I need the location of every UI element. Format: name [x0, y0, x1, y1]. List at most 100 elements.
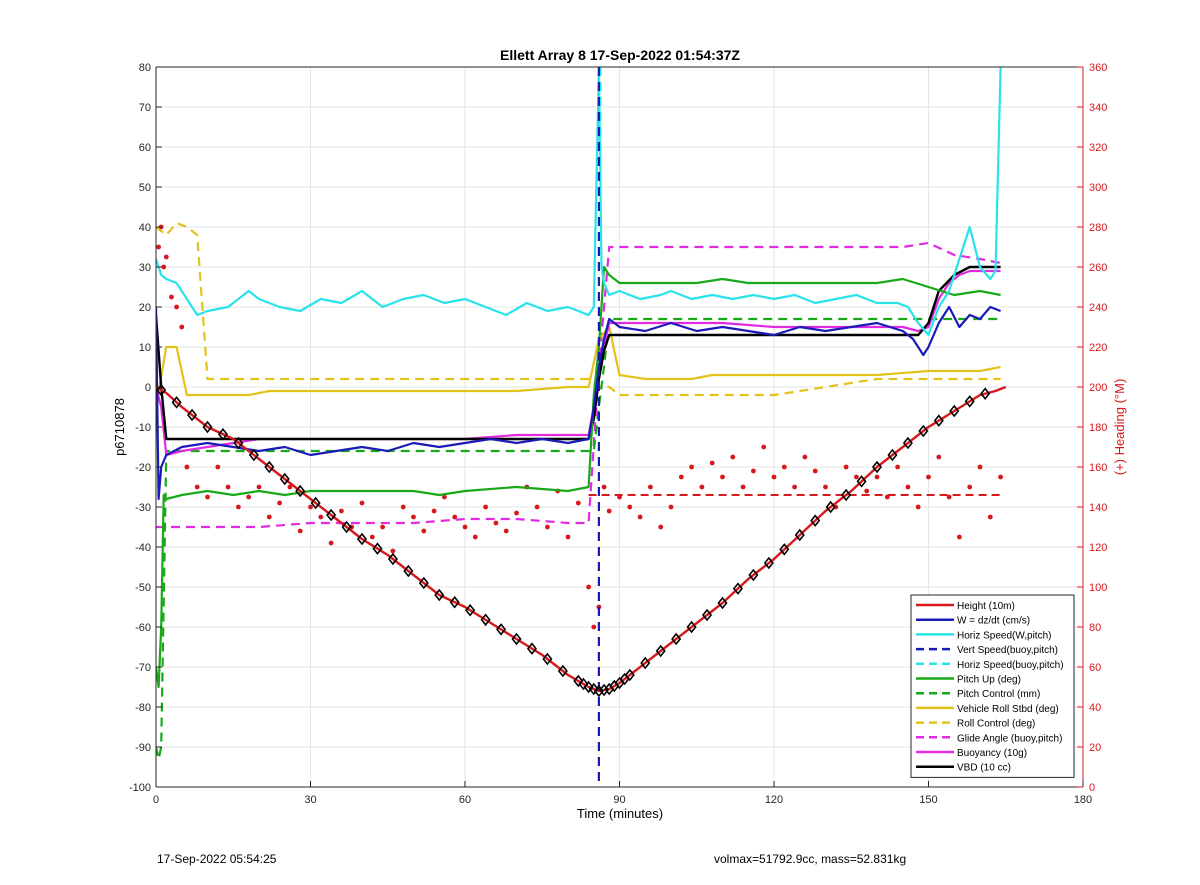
legend-label: Pitch Control (mm): [957, 689, 1040, 700]
series-line-8: [156, 221, 1001, 397]
height-marker: [279, 472, 290, 486]
series-line-5: [156, 265, 1001, 689]
height-marker: [702, 608, 713, 622]
heading-point: [627, 504, 633, 510]
x-tick-label: 90: [613, 794, 625, 806]
height-marker: [655, 644, 666, 658]
y2-tick-label: 140: [1089, 502, 1107, 514]
heading-point: [946, 494, 952, 500]
y-tick-label: -30: [135, 502, 151, 514]
heading-point: [215, 464, 221, 470]
heading-point: [236, 504, 241, 510]
legend-label: VBD (10 cc): [957, 763, 1011, 774]
heading-point: [678, 474, 684, 480]
heading-point: [472, 534, 478, 540]
series-line-7: [156, 325, 1001, 408]
heading-point: [400, 504, 406, 510]
height-marker: [387, 552, 398, 566]
heading-point: [287, 484, 293, 490]
x-tick-label: 0: [153, 794, 159, 806]
y-tick-label: -50: [135, 582, 151, 594]
x-tick-label: 30: [304, 794, 316, 806]
height-marker: [356, 532, 368, 546]
legend-box: [910, 594, 1075, 778]
y-tick-label: -40: [135, 542, 151, 554]
heading-point: [998, 474, 1003, 480]
height-marker: [810, 514, 821, 527]
footer-timestamp: 17-Sep-2022 05:54:25: [157, 852, 277, 866]
height-marker: [465, 603, 476, 617]
series-line-11: [156, 265, 1001, 441]
heading-point: [514, 510, 519, 516]
heading-point: [792, 484, 797, 490]
y2-tick-label: 220: [1089, 342, 1107, 354]
y-tick-label: -90: [135, 742, 151, 754]
heading-point: [720, 474, 725, 480]
y2-tick-label: 300: [1089, 182, 1107, 194]
heading-point: [977, 464, 983, 470]
heading-point: [297, 528, 303, 534]
x-tick-label: 60: [459, 794, 471, 806]
height-marker: [856, 475, 867, 488]
height-marker: [841, 488, 852, 502]
heading-point: [658, 524, 664, 530]
heading-point: [442, 494, 447, 500]
height-marker: [248, 448, 259, 462]
y2-tick-label: 360: [1089, 62, 1107, 74]
height-marker: [732, 582, 743, 595]
y2-tick-label: 0: [1089, 782, 1095, 794]
heading-point: [864, 488, 870, 494]
height-marker: [871, 460, 883, 474]
series-line-6: [156, 317, 1001, 761]
heading-point: [503, 528, 509, 534]
y2-tick-label: 320: [1089, 142, 1107, 154]
heading-point: [545, 524, 550, 530]
y2-tick-label: 240: [1089, 302, 1107, 314]
heading-point: [380, 524, 385, 530]
series-line-1: [156, 305, 1001, 501]
heading-point: [225, 484, 231, 490]
y-tick-label: -60: [135, 622, 151, 634]
y-tick-label: 40: [139, 222, 151, 234]
y-tick-label: -70: [135, 662, 151, 674]
height-marker: [933, 414, 944, 427]
heading-point: [369, 534, 375, 540]
heading-point: [266, 514, 272, 520]
y-tick-label: -100: [129, 782, 151, 794]
height-marker: [779, 543, 790, 556]
y2-tick-label: 80: [1089, 622, 1101, 634]
height-marker: [156, 383, 167, 397]
heading-point: [802, 454, 808, 460]
heading-point: [843, 464, 849, 470]
legend: Height (10m) W = dz/dt (cm/s) Horiz Speed(…: [910, 594, 1075, 778]
legend-label: Horiz Speed(buoy,pitch): [957, 660, 1064, 671]
y-tick-label: 50: [139, 182, 151, 194]
height-marker: [341, 520, 352, 534]
height-marker: [980, 387, 991, 400]
height-marker: [187, 408, 198, 422]
heading-point: [761, 444, 767, 450]
height-marker: [902, 436, 913, 450]
height-marker: [326, 508, 337, 522]
y-tick-label: 10: [139, 342, 151, 354]
y2-tick-label: 260: [1089, 262, 1107, 274]
y2-tick-label: 200: [1089, 382, 1107, 394]
legend-label: W = dz/dt (cm/s): [957, 616, 1030, 627]
heading-point: [452, 514, 458, 520]
height-marker: [217, 427, 228, 441]
y2-tick-label: 60: [1089, 662, 1101, 674]
legend-label: Height (10m): [957, 601, 1015, 612]
heading-point: [169, 294, 174, 300]
height-marker: [964, 395, 975, 408]
heading-point: [156, 244, 161, 250]
heading-point: [462, 524, 468, 530]
heading-point: [905, 484, 911, 490]
y-tick-label: -20: [135, 462, 151, 474]
heading-point: [751, 468, 756, 474]
height-marker: [171, 396, 182, 409]
footer-volume-mass: volmax=51792.9cc, mass=52.831kg: [714, 852, 907, 866]
height-marker: [403, 564, 414, 578]
heading-point: [174, 304, 180, 310]
y2-axis-label: (+) Heading (°M): [1112, 379, 1127, 476]
